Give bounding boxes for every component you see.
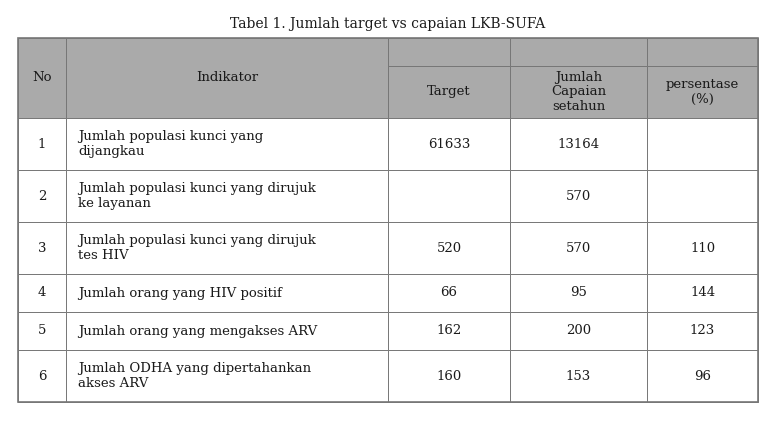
- Text: 5: 5: [38, 324, 47, 338]
- Text: 13164: 13164: [557, 137, 600, 150]
- Text: 160: 160: [436, 370, 462, 382]
- Bar: [66, 38, 388, 118]
- Text: persentase
(%): persentase (%): [666, 78, 739, 106]
- Text: 570: 570: [566, 241, 591, 255]
- Bar: [66, 38, 388, 66]
- Text: Tabel 1. Jumlah target vs capaian LKB-SUFA: Tabel 1. Jumlah target vs capaian LKB-SU…: [230, 17, 546, 31]
- Text: 570: 570: [566, 190, 591, 202]
- Bar: [510, 66, 647, 118]
- Text: 95: 95: [570, 286, 587, 300]
- Bar: [388, 66, 510, 118]
- Text: 3: 3: [38, 241, 47, 255]
- Bar: [510, 350, 647, 402]
- Bar: [388, 312, 510, 350]
- Bar: [18, 222, 66, 274]
- Text: 4: 4: [38, 286, 47, 300]
- Bar: [647, 118, 758, 170]
- Bar: [388, 118, 510, 170]
- Text: 153: 153: [566, 370, 591, 382]
- Bar: [66, 274, 388, 312]
- Bar: [510, 38, 647, 66]
- Text: 61633: 61633: [428, 137, 470, 150]
- Bar: [66, 170, 388, 222]
- Text: 1: 1: [38, 137, 47, 150]
- Text: Jumlah ODHA yang dipertahankan
akses ARV: Jumlah ODHA yang dipertahankan akses ARV: [78, 362, 311, 390]
- Bar: [388, 222, 510, 274]
- Bar: [18, 274, 66, 312]
- Text: 520: 520: [436, 241, 462, 255]
- Bar: [647, 66, 758, 118]
- Text: 200: 200: [566, 324, 591, 338]
- Bar: [647, 170, 758, 222]
- Bar: [18, 38, 66, 66]
- Text: 110: 110: [690, 241, 715, 255]
- Bar: [510, 274, 647, 312]
- Text: Jumlah orang yang HIV positif: Jumlah orang yang HIV positif: [78, 286, 282, 300]
- Bar: [66, 222, 388, 274]
- Bar: [510, 170, 647, 222]
- Bar: [388, 274, 510, 312]
- Text: 6: 6: [38, 370, 47, 382]
- Text: 162: 162: [436, 324, 462, 338]
- Bar: [510, 118, 647, 170]
- Bar: [18, 38, 758, 402]
- Bar: [66, 350, 388, 402]
- Bar: [66, 118, 388, 170]
- Bar: [647, 350, 758, 402]
- Text: 66: 66: [441, 286, 458, 300]
- Text: Indikator: Indikator: [196, 72, 258, 84]
- Bar: [647, 312, 758, 350]
- Text: Jumlah populasi kunci yang dirujuk
ke layanan: Jumlah populasi kunci yang dirujuk ke la…: [78, 182, 316, 210]
- Bar: [66, 312, 388, 350]
- Bar: [18, 170, 66, 222]
- Text: Target: Target: [428, 85, 471, 99]
- Bar: [647, 222, 758, 274]
- Text: 144: 144: [690, 286, 715, 300]
- Bar: [510, 222, 647, 274]
- Text: Jumlah populasi kunci yang
dijangkau: Jumlah populasi kunci yang dijangkau: [78, 130, 263, 158]
- Text: 2: 2: [38, 190, 47, 202]
- Bar: [510, 312, 647, 350]
- Bar: [18, 118, 66, 170]
- Bar: [388, 170, 510, 222]
- Bar: [388, 350, 510, 402]
- Bar: [388, 38, 510, 66]
- Bar: [647, 274, 758, 312]
- Bar: [18, 38, 66, 118]
- Bar: [18, 350, 66, 402]
- Text: Jumlah orang yang mengakses ARV: Jumlah orang yang mengakses ARV: [78, 324, 317, 338]
- Text: Jumlah
Capaian
setahun: Jumlah Capaian setahun: [551, 71, 606, 114]
- Text: 96: 96: [694, 370, 711, 382]
- Bar: [647, 38, 758, 66]
- Text: 123: 123: [690, 324, 715, 338]
- Text: Jumlah populasi kunci yang dirujuk
tes HIV: Jumlah populasi kunci yang dirujuk tes H…: [78, 234, 316, 262]
- Bar: [18, 312, 66, 350]
- Text: No: No: [33, 72, 52, 84]
